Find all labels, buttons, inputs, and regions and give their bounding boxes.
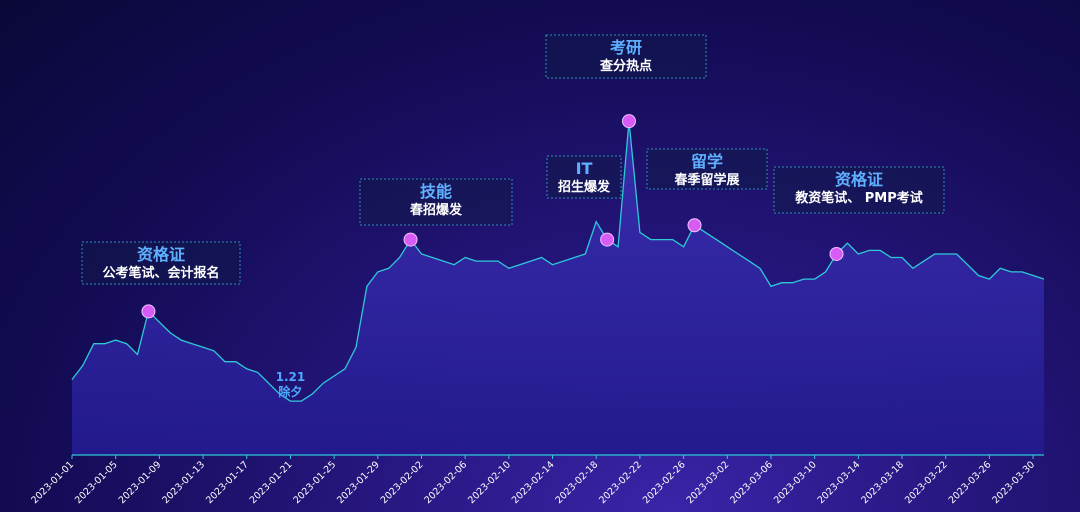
- x-tick-label: 2023-03-10: [772, 459, 819, 506]
- x-tick-label: 2023-01-13: [160, 459, 207, 506]
- highlight-marker: [141, 304, 156, 319]
- x-tick-label: 2023-02-22: [597, 459, 644, 506]
- area-fill: [72, 121, 1044, 455]
- x-tick-label: 2023-03-02: [685, 459, 732, 506]
- highlight-marker: [829, 246, 844, 261]
- annotation-box: [359, 178, 513, 226]
- x-tick-label: 2023-02-26: [641, 459, 688, 506]
- annotations: 资格证公考笔试、会计报名1.21除夕技能春招爆发IT招生爆发考研查分热点留学春季…: [81, 34, 945, 399]
- x-axis: 2023-01-012023-01-052023-01-092023-01-13…: [29, 455, 1037, 506]
- x-tick-label: 2023-03-30: [990, 459, 1037, 506]
- annotation-subtitle: 招生爆发: [558, 179, 611, 195]
- x-tick-label: 2023-03-06: [728, 459, 775, 506]
- annotation-subtitle: 除夕: [278, 384, 302, 399]
- annotation-title: IT: [576, 159, 593, 178]
- series-line: [71, 121, 1045, 402]
- x-tick-label: 2023-01-17: [204, 459, 251, 506]
- annotation-subtitle: 春季留学展: [673, 172, 740, 188]
- annotation-box: [81, 241, 241, 285]
- annotation-title: 技能: [420, 182, 452, 201]
- x-tick-label: 2023-01-25: [291, 459, 338, 506]
- annotation-title: 资格证: [835, 170, 883, 189]
- highlight-marker: [600, 232, 615, 247]
- x-tick-label: 2023-02-18: [554, 459, 601, 506]
- highlight-marker: [403, 232, 418, 247]
- annotation-box: [773, 166, 945, 214]
- x-tick-label: 2023-01-05: [73, 459, 120, 506]
- area-layer: [71, 121, 1045, 456]
- highlight-marker: [621, 114, 636, 129]
- annotation-box: [546, 155, 622, 199]
- x-tick-label: 2023-01-09: [117, 459, 164, 506]
- annotation-title: 1.21: [276, 370, 306, 384]
- x-tick-label: 2023-02-10: [466, 459, 513, 506]
- x-tick-label: 2023-02-06: [422, 459, 469, 506]
- x-tick-label: 2023-03-18: [859, 459, 906, 506]
- annotation-box: [646, 148, 768, 190]
- x-tick-label: 2023-01-21: [248, 459, 295, 506]
- x-tick-label: 2023-01-01: [29, 459, 76, 506]
- x-tick-label: 2023-01-29: [335, 459, 382, 506]
- annotation-subtitle: 春招爆发: [409, 202, 463, 218]
- annotation-subtitle: 公考笔试、会计报名: [102, 265, 219, 281]
- x-tick-label: 2023-03-14: [816, 459, 863, 506]
- x-tick-label: 2023-02-14: [510, 459, 557, 506]
- highlight-marker: [687, 218, 702, 233]
- x-tick-label: 2023-03-26: [947, 459, 994, 506]
- x-tick-label: 2023-02-02: [379, 459, 426, 506]
- annotation-box: [545, 34, 707, 79]
- annotation-subtitle: 教资笔试、 PMP考试: [794, 190, 923, 206]
- x-tick-label: 2023-03-22: [903, 459, 950, 506]
- annotation-title: 考研: [610, 38, 642, 57]
- annotation-title: 资格证: [137, 245, 185, 264]
- annotation-subtitle: 查分热点: [599, 58, 652, 74]
- annotation-title: 留学: [691, 152, 723, 171]
